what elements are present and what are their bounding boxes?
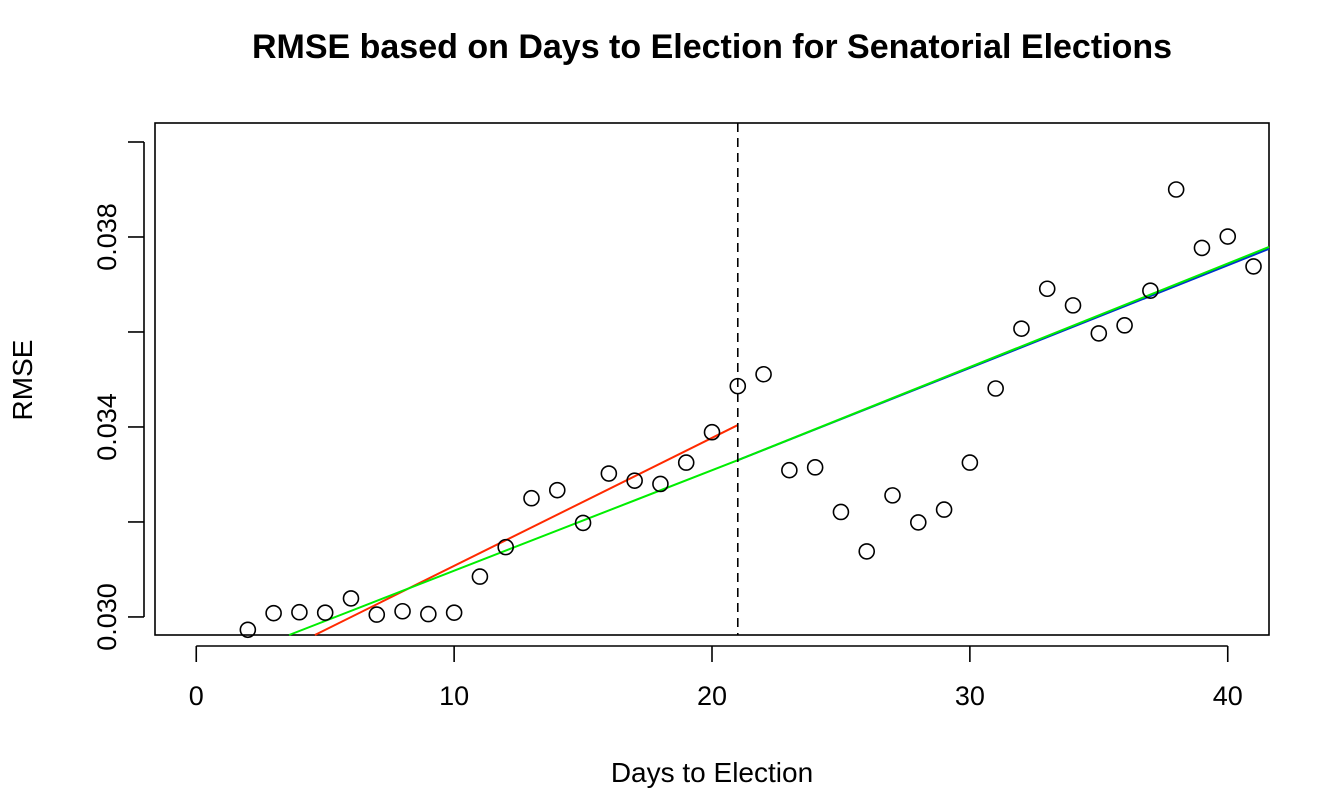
data-point [1167, 181, 1185, 198]
data-point [523, 489, 540, 507]
plot-area [154, 122, 1270, 636]
data-point [600, 465, 618, 482]
data-point [677, 454, 695, 471]
data-point [729, 377, 747, 395]
x-tick-label: 20 [697, 681, 727, 711]
data-point [781, 461, 798, 479]
data-point [445, 604, 463, 621]
data-point [884, 487, 901, 504]
data-point [652, 475, 669, 493]
data-point [574, 514, 592, 532]
data-point [806, 459, 824, 476]
x-axis-label: Days to Election [611, 757, 813, 788]
data-point [1142, 282, 1159, 299]
data-point [1090, 325, 1108, 342]
y-tick-label: 0.038 [92, 203, 122, 271]
x-tick-label: 10 [439, 681, 469, 711]
data-point [909, 514, 927, 531]
data-point [1193, 239, 1211, 257]
x-tick-label: 30 [955, 681, 985, 711]
data-point [1013, 320, 1030, 337]
x-tick-label: 0 [189, 681, 204, 711]
data-point [832, 503, 850, 521]
data-points [239, 181, 1262, 639]
fit-lines [288, 246, 1270, 636]
data-point [497, 538, 515, 556]
data-point [755, 365, 772, 383]
data-point [858, 543, 876, 560]
data-point [265, 604, 282, 622]
data-point [1064, 297, 1082, 314]
x-axis: 0 10 20 30 40 [189, 645, 1243, 711]
data-point [239, 621, 257, 639]
data-point [1116, 317, 1133, 334]
data-point [420, 605, 437, 623]
data-point [1219, 228, 1237, 245]
chart-title: RMSE based on Days to Election for Senat… [252, 28, 1172, 66]
data-point [1038, 280, 1056, 298]
data-point [548, 481, 566, 499]
y-axis: 0.030 0.034 0.038 [92, 141, 145, 651]
y-tick-label: 0.034 [92, 393, 122, 461]
fit-line [314, 424, 739, 636]
y-tick-label: 0.030 [92, 583, 122, 651]
data-point [316, 604, 334, 621]
data-point [1245, 258, 1262, 275]
data-point [626, 472, 643, 489]
plot-frame [154, 122, 1270, 636]
data-point [703, 423, 721, 441]
data-point [291, 603, 308, 621]
data-point [935, 501, 953, 518]
data-point [342, 590, 360, 607]
x-tick-label: 40 [1213, 681, 1243, 711]
data-point [471, 568, 489, 585]
y-axis-label: RMSE [7, 340, 38, 421]
data-point [987, 380, 1004, 397]
data-point [961, 454, 979, 471]
fit-line [737, 246, 1270, 462]
data-point [368, 606, 386, 623]
data-point [394, 602, 411, 620]
